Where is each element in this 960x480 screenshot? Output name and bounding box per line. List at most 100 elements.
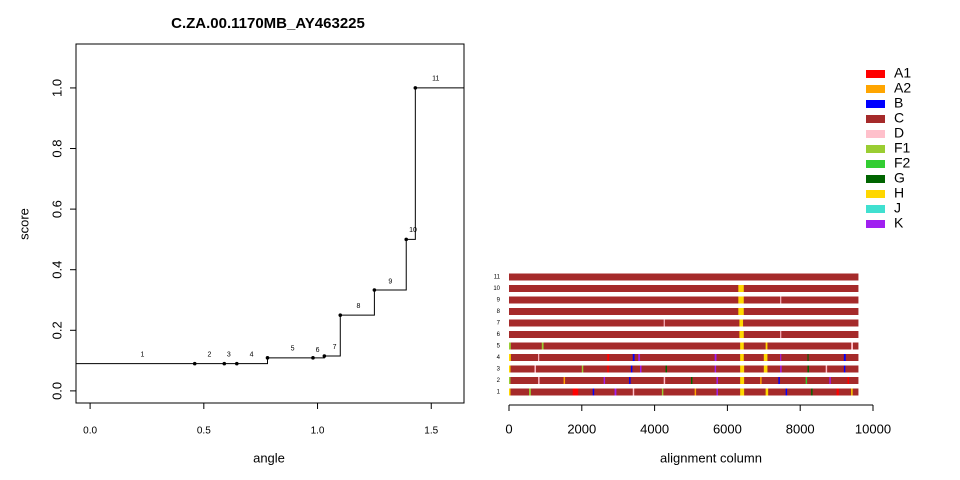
row-label: 1: [497, 390, 501, 396]
point: [265, 356, 270, 360]
legend-label: C: [894, 110, 904, 126]
legend-label: F1: [894, 140, 911, 156]
segment: [851, 388, 853, 396]
legend-swatch: [866, 130, 885, 138]
point: [234, 361, 239, 366]
legend-swatch: [866, 205, 885, 213]
segment: [691, 377, 693, 384]
row-label: 5: [497, 344, 501, 350]
legend-label: B: [894, 95, 903, 111]
row-label: 7: [497, 321, 501, 327]
step-label: 3: [227, 351, 231, 358]
row-bar: [509, 273, 859, 281]
legend-swatch: [866, 85, 885, 93]
segment: [738, 296, 744, 304]
row-label: 2: [497, 378, 501, 384]
y-tick-label: 0.0: [49, 382, 64, 400]
legend-swatch: [866, 160, 885, 168]
segment: [843, 365, 846, 373]
legend-label: F2: [894, 155, 911, 171]
legend-label: A2: [894, 80, 911, 96]
legend-swatch: [866, 175, 885, 183]
legend-label: J: [894, 200, 901, 216]
segment: [663, 319, 665, 327]
segment: [825, 365, 828, 373]
row-label: 8: [497, 309, 501, 315]
segment: [739, 319, 744, 327]
segment: [538, 354, 540, 361]
point: [311, 356, 315, 360]
segment: [632, 388, 635, 396]
row-bar: [509, 365, 859, 373]
segment: [592, 388, 595, 396]
x-tick-label: 0.0: [83, 426, 97, 437]
y-tick-label: 0.6: [49, 200, 64, 218]
segment: [714, 354, 717, 361]
point: [404, 237, 409, 242]
segment: [661, 388, 664, 396]
x-tick-label: 1.0: [311, 426, 325, 437]
segment: [763, 365, 768, 373]
segment: [630, 365, 633, 373]
y-tick-label: 1.0: [49, 79, 64, 97]
row-bar: [509, 319, 859, 327]
y-tick-label: 0.4: [49, 261, 64, 279]
segment: [541, 342, 544, 350]
step-label: 1: [140, 351, 144, 358]
segment: [714, 365, 717, 373]
segment: [632, 354, 635, 361]
segment: [629, 377, 631, 384]
segment: [663, 377, 666, 384]
point: [192, 361, 197, 366]
legend-label: H: [894, 185, 904, 201]
segment: [614, 388, 617, 396]
segment: [780, 354, 782, 361]
step-label: 9: [388, 279, 392, 286]
legend-label: A1: [894, 65, 911, 81]
segment: [765, 342, 768, 350]
segment: [607, 365, 609, 373]
row-bar: [509, 388, 859, 396]
segment: [694, 388, 697, 396]
y-axis-label: score: [16, 208, 31, 240]
segment: [665, 365, 667, 373]
y-tick-label: 0.2: [49, 321, 64, 339]
x-tick-label: 8000: [786, 421, 815, 436]
point: [413, 86, 418, 90]
legend-label: G: [894, 170, 905, 186]
row-bar: [509, 331, 859, 338]
segment: [716, 388, 718, 396]
segment: [529, 388, 531, 396]
row-label: 10: [493, 286, 500, 292]
point: [338, 313, 343, 317]
segment: [739, 331, 744, 338]
step-label: 7: [333, 344, 337, 351]
row-label: 11: [494, 275, 501, 281]
row-bar: [509, 308, 859, 315]
segment: [572, 388, 579, 396]
segment: [807, 365, 809, 373]
x-tick-label: 0.5: [197, 426, 211, 437]
segment: [738, 285, 744, 292]
x-axis-label: alignment column: [660, 450, 762, 465]
segment: [811, 388, 813, 396]
legend-label: K: [894, 215, 904, 231]
segment: [740, 388, 745, 396]
segment: [509, 354, 511, 361]
segment: [581, 365, 584, 373]
segment: [538, 377, 540, 384]
point: [372, 288, 377, 292]
segment: [829, 377, 831, 384]
segment: [740, 354, 744, 361]
x-tick-label: 4000: [640, 421, 669, 436]
row-bar: [509, 354, 859, 361]
row-label: 3: [497, 367, 501, 373]
row-label: 6: [497, 332, 501, 338]
segment: [740, 342, 744, 350]
legend-swatch: [866, 220, 885, 228]
x-tick-label: 1.5: [424, 426, 438, 437]
segment: [509, 342, 511, 350]
segment: [738, 308, 744, 315]
segment: [851, 342, 853, 350]
plot-frame: [75, 43, 465, 404]
